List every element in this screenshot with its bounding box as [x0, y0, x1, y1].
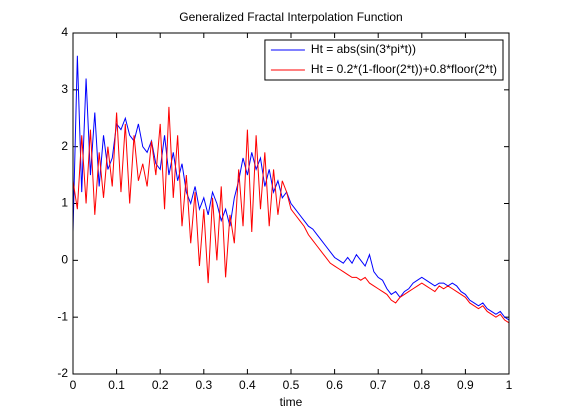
x-tick-label: 0.2 — [152, 378, 169, 392]
x-tick-label: 0.8 — [413, 378, 430, 392]
axes-box — [72, 32, 510, 375]
y-tick-label: 3 — [61, 82, 68, 96]
y-tick-label: -1 — [57, 309, 68, 323]
x-tick-label: 0.7 — [370, 378, 387, 392]
y-tick-label: 0 — [61, 253, 68, 267]
chart-title: Generalized Fractal Interpolation Functi… — [179, 10, 402, 24]
y-tick-label: -2 — [57, 366, 68, 380]
legend-label: Ht = abs(sin(3*pi*t)) — [311, 42, 416, 56]
legend: Ht = abs(sin(3*pi*t)) Ht = 0.2*(1-floor(2… — [264, 39, 504, 81]
x-tick-label: 0 — [70, 378, 77, 392]
legend-label: Ht = 0.2*(1-floor(2*t))+0.8*floor(2*t) — [311, 62, 497, 76]
x-tick-label: 0.1 — [108, 378, 125, 392]
x-tick-label: 0.9 — [457, 378, 474, 392]
series-line — [72, 55, 510, 321]
x-tick-label: 1 — [506, 378, 513, 392]
y-tick-label: 2 — [61, 139, 68, 153]
x-tick-label: 0.3 — [195, 378, 212, 392]
x-tick-label: 0.4 — [239, 378, 256, 392]
x-axis-label: time — [280, 395, 303, 409]
series-line — [72, 106, 510, 324]
y-tick-label: 4 — [61, 25, 68, 39]
y-tick-label: 1 — [61, 196, 68, 210]
x-tick-label: 0.5 — [283, 378, 300, 392]
legend-box — [264, 39, 504, 81]
x-tick-label: 0.6 — [326, 378, 343, 392]
